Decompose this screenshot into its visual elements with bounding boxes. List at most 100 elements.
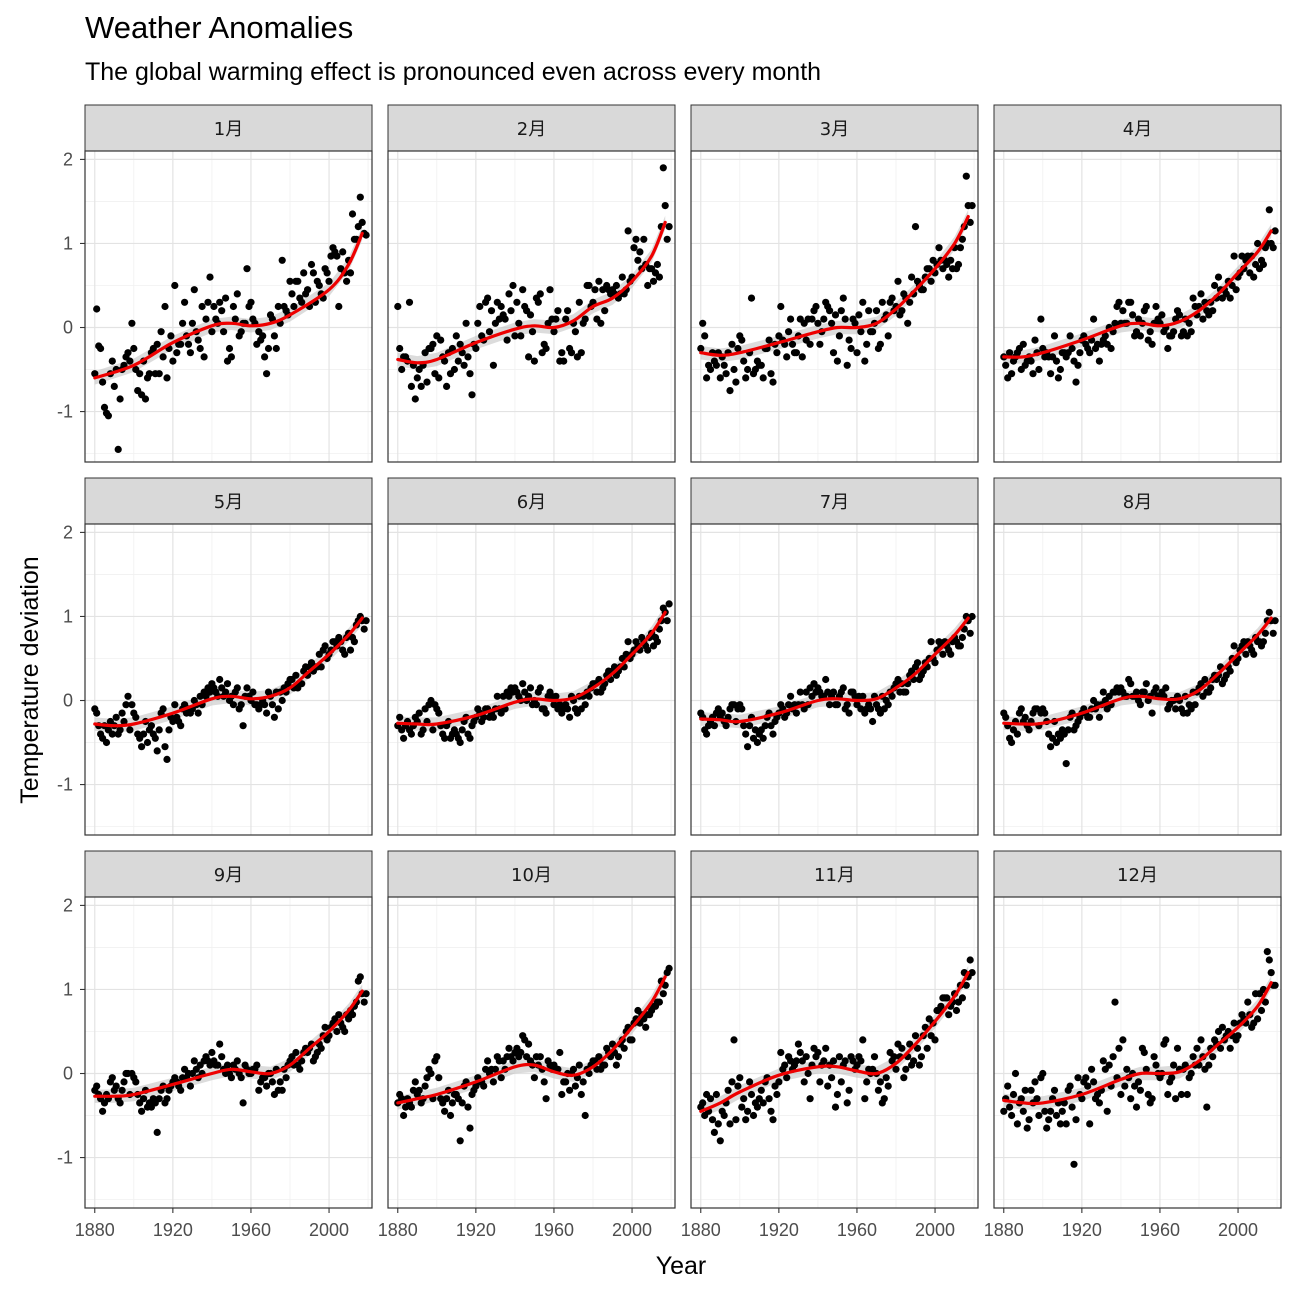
data-point bbox=[788, 340, 797, 348]
data-point bbox=[132, 713, 140, 721]
data-point bbox=[220, 328, 228, 336]
data-point bbox=[712, 1090, 721, 1099]
data-point bbox=[476, 302, 484, 311]
data-point bbox=[728, 340, 736, 348]
data-point bbox=[1152, 302, 1160, 311]
data-point bbox=[753, 1103, 762, 1111]
data-point bbox=[163, 374, 171, 382]
data-point bbox=[114, 445, 122, 453]
data-point bbox=[833, 357, 842, 365]
data-point bbox=[315, 281, 323, 290]
data-point bbox=[634, 256, 642, 264]
data-point bbox=[1017, 705, 1025, 713]
facet-strip bbox=[690, 477, 979, 525]
data-point bbox=[653, 260, 662, 269]
data-point bbox=[833, 701, 842, 709]
data-point bbox=[1060, 1099, 1068, 1107]
data-point bbox=[415, 1086, 423, 1094]
plot-background bbox=[388, 897, 675, 1208]
data-point bbox=[1183, 1090, 1191, 1099]
data-point bbox=[196, 344, 204, 353]
data-point bbox=[159, 353, 167, 361]
data-point bbox=[757, 1086, 765, 1094]
data-point bbox=[138, 743, 146, 751]
y-tick-label: 2 bbox=[63, 149, 73, 169]
data-point bbox=[724, 713, 732, 721]
data-point bbox=[792, 709, 801, 717]
data-point bbox=[1095, 713, 1103, 721]
data-point bbox=[1019, 1107, 1027, 1115]
data-point bbox=[826, 701, 834, 709]
data-point bbox=[97, 344, 105, 353]
data-point bbox=[396, 713, 404, 721]
data-point bbox=[186, 1082, 194, 1090]
data-point bbox=[806, 1095, 814, 1103]
data-point bbox=[577, 349, 585, 357]
data-point bbox=[429, 340, 437, 348]
data-point bbox=[726, 387, 734, 395]
data-point bbox=[746, 1078, 754, 1086]
data-point bbox=[767, 370, 775, 378]
data-point bbox=[407, 382, 415, 390]
data-point bbox=[218, 1053, 226, 1061]
data-point bbox=[665, 223, 673, 231]
panel-border bbox=[387, 896, 676, 1209]
data-point bbox=[1084, 1082, 1092, 1090]
data-point bbox=[857, 1057, 865, 1065]
data-point bbox=[945, 273, 953, 281]
x-tick-label: 2000 bbox=[612, 1220, 652, 1240]
data-point bbox=[362, 617, 370, 625]
data-point bbox=[1187, 328, 1195, 336]
data-point bbox=[429, 726, 437, 734]
data-point bbox=[321, 1023, 329, 1031]
smooth-trend-line bbox=[93, 231, 364, 380]
x-tick-label: 2000 bbox=[1218, 1220, 1258, 1240]
data-point bbox=[1095, 1099, 1103, 1107]
facet-panel-6: 6月 bbox=[387, 477, 676, 836]
data-point bbox=[769, 730, 777, 738]
data-point bbox=[155, 370, 163, 378]
facet-panel-1: 1月 -1 0 1 2 bbox=[57, 104, 373, 463]
data-point bbox=[722, 722, 730, 730]
data-point bbox=[157, 328, 165, 336]
smooth-trend-line bbox=[93, 989, 364, 1098]
data-point bbox=[861, 1095, 869, 1103]
data-point bbox=[878, 298, 886, 306]
data-point bbox=[505, 1044, 513, 1052]
data-point bbox=[1086, 349, 1094, 357]
data-point bbox=[927, 277, 935, 285]
data-point bbox=[1199, 315, 1207, 323]
data-point bbox=[552, 692, 560, 700]
data-point bbox=[513, 298, 521, 306]
data-point bbox=[859, 1036, 867, 1044]
panel-border bbox=[387, 150, 676, 463]
data-point bbox=[1261, 998, 1269, 1006]
data-point bbox=[577, 1090, 585, 1099]
data-point bbox=[458, 726, 466, 734]
data-point bbox=[417, 382, 425, 390]
data-point bbox=[1207, 684, 1215, 692]
data-point bbox=[474, 319, 482, 327]
data-point bbox=[1136, 332, 1144, 340]
data-point bbox=[575, 298, 583, 306]
data-point bbox=[915, 1061, 924, 1069]
data-point bbox=[147, 722, 155, 730]
x-tick-label: 1960 bbox=[534, 1220, 574, 1240]
data-point bbox=[822, 1044, 830, 1052]
data-point bbox=[749, 1111, 758, 1120]
data-point bbox=[1111, 319, 1119, 327]
data-point bbox=[1027, 1086, 1035, 1094]
data-point bbox=[747, 294, 756, 302]
data-point bbox=[552, 315, 560, 323]
data-point bbox=[566, 1086, 574, 1094]
data-point bbox=[714, 1120, 722, 1128]
data-point bbox=[1250, 273, 1258, 281]
data-point bbox=[699, 1099, 707, 1107]
data-point bbox=[831, 1103, 840, 1111]
data-point bbox=[407, 730, 415, 738]
data-point bbox=[194, 709, 202, 717]
data-point bbox=[239, 1099, 247, 1107]
data-point bbox=[190, 1057, 198, 1065]
data-point bbox=[699, 319, 707, 327]
smooth-trend-line bbox=[396, 975, 667, 1105]
